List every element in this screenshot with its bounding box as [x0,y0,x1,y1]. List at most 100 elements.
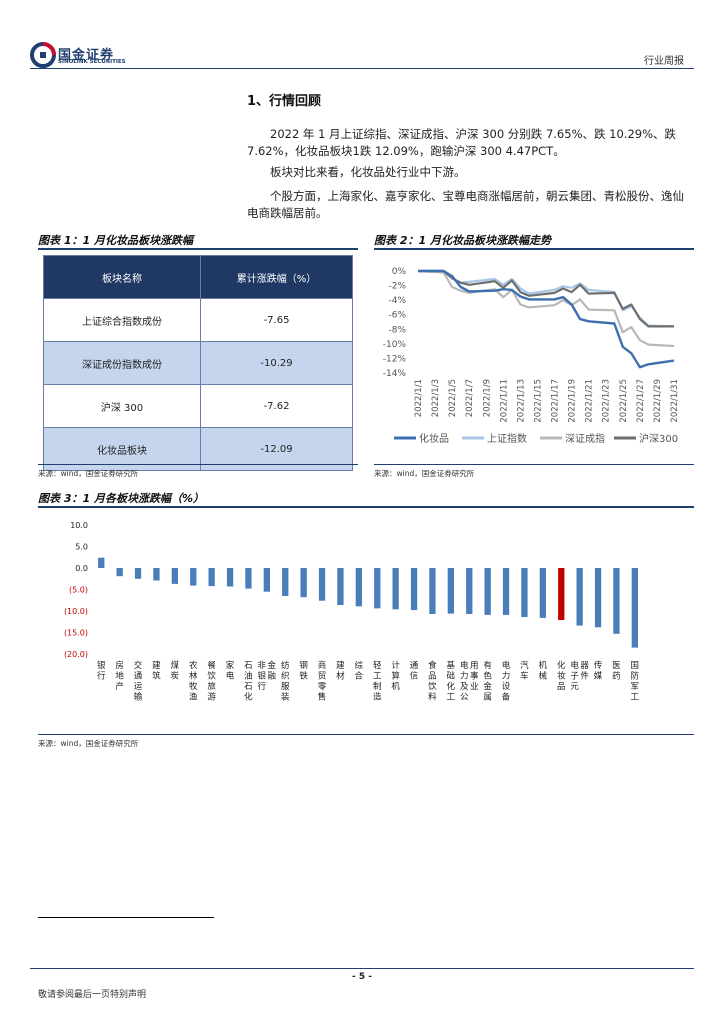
paragraph-sector-compare: 板块对比来看，化妆品处行业中下游。 [270,165,466,179]
fig1-title-rule [38,248,358,250]
fig2-bottom-rule [374,464,694,465]
x-tick-label: 2022/1/25 [619,379,629,423]
fig2-title: 图表 2：1 月化妆品板块涨跌幅走势 [374,234,551,247]
x-tick-label: 2022/1/27 [636,379,646,423]
y-tick-label: (5.0) [69,586,88,595]
y-tick-label: (15.0) [64,629,88,638]
category-label: 计算机 [391,660,400,692]
category-label: 非银行金融 [258,660,277,692]
bar [337,568,344,605]
y-tick-label: -2% [388,282,406,292]
fig3-bottom-rule [38,734,694,735]
category-label: 通信 [410,660,419,682]
company-logo-icon [30,42,56,68]
x-tick-label: 2022/1/5 [448,379,458,417]
bar [392,568,399,610]
table-row: 上证综合指数成份 -7.65 [43,298,353,342]
bar [613,568,620,634]
category-label: 农林牧渔 [189,660,198,703]
fig2-line-chart: 0% -2% -4% -6% -8% -10% -12% -14% 2022/1/1 2022/1… [383,267,680,445]
series-line-3 [417,269,675,348]
table-cell-value: -10.29 [200,341,353,385]
series-line-1 [418,269,675,369]
series-line-4 [418,269,674,328]
bar [263,568,270,592]
x-tick-label: 2022/1/1 [414,379,424,417]
bar [171,568,178,584]
bar [190,568,197,586]
x-tick-label: 2022/1/7 [465,379,475,417]
bar [539,568,546,618]
bar [521,568,528,617]
table-header-row: 板块名称 累计涨跌幅（%） [43,255,353,299]
bar [208,568,215,587]
category-label: 银行 [97,660,106,682]
bar [98,557,105,568]
bar [631,568,638,648]
fig1-bottom-rule [38,464,358,465]
x-tick-label: 2022/1/3 [431,379,441,417]
table-cell-value: -7.65 [200,298,353,342]
category-label: 食品饮料 [428,660,437,703]
table-cell-value: -12.09 [200,427,353,471]
header-divider [30,68,694,69]
bar [484,568,491,615]
category-label: 建筑 [152,660,161,682]
category-label: 传媒 [594,660,603,682]
category-label: 汽车 [520,660,529,682]
table-cell-value: -7.62 [200,384,353,428]
category-label: 餐饮旅游 [207,661,216,703]
bar [558,568,565,620]
table-cell-name: 沪深 300 [43,384,201,428]
category-label: 钢铁 [299,660,308,682]
legend-label: 沪深300 [639,432,678,445]
bar [576,568,583,626]
bar [153,568,160,581]
y-tick-label: 0.0 [75,564,88,573]
x-tick-label: 2022/1/19 [568,379,578,423]
bar [429,568,436,614]
category-label: 家电 [226,660,235,682]
table-header-name: 板块名称 [43,255,201,299]
y-tick-label: -8% [388,325,406,335]
x-tick-label: 2022/1/23 [602,379,612,423]
fig3-source: 来源：wind，国金证券研究所 [38,739,139,748]
y-tick-label: 10.0 [70,521,88,530]
report-type-label: 行业周报 [644,56,684,67]
logo-text-cn: 国金证券 [58,48,115,63]
category-label: 建材 [336,660,345,682]
category-label: 基础化工 [447,660,456,703]
paragraph-stock-moves: 个股方面，上海家化、嘉亨家化、宝尊电商涨幅居前，朝云集团、青松股份、逸仙电商跌幅… [247,189,684,220]
category-label: 机械 [539,660,548,682]
fig3-title-rule [38,506,694,508]
y-tick-label: 0% [392,267,407,277]
category-label: 交通运输 [134,660,143,703]
x-tick-label: 2022/1/15 [533,379,543,423]
bar [300,568,307,598]
category-label: 纺织服装 [281,660,290,703]
y-tick-label: -10% [383,340,407,350]
fig1-source: 来源：wind，国金证券研究所 [38,469,139,478]
y-tick-label: -12% [383,354,407,364]
sector-return-table: 板块名称 累计涨跌幅（%） 上证综合指数成份 -7.65 深证成份指数成份 -1… [43,255,353,471]
x-tick-label: 2022/1/29 [653,379,663,423]
disclaimer-note: 敬请参阅最后一页特别声明 [38,990,147,1000]
x-tick-label: 2022/1/17 [551,379,561,423]
category-label: 煤炭 [171,660,180,682]
y-tick-label: 5.0 [75,543,88,552]
x-tick-label: 2022/1/21 [585,379,595,423]
bar [447,568,454,614]
fig2-source: 来源：wind，国金证券研究所 [374,469,475,478]
category-label: 医药 [612,661,621,682]
legend-label: 深证成指 [565,432,605,445]
category-label: 电力设备 [502,660,511,703]
bar [594,568,602,628]
x-tick-label: 2022/1/13 [516,379,526,423]
bar [502,568,510,615]
category-label: 有色金属 [483,660,492,703]
legend-label: 化妆品 [419,432,449,445]
legend-label: 上证指数 [487,432,527,445]
category-label: 国防军工 [631,661,640,703]
bar [410,568,418,611]
category-label: 电子元器件 [570,660,589,692]
